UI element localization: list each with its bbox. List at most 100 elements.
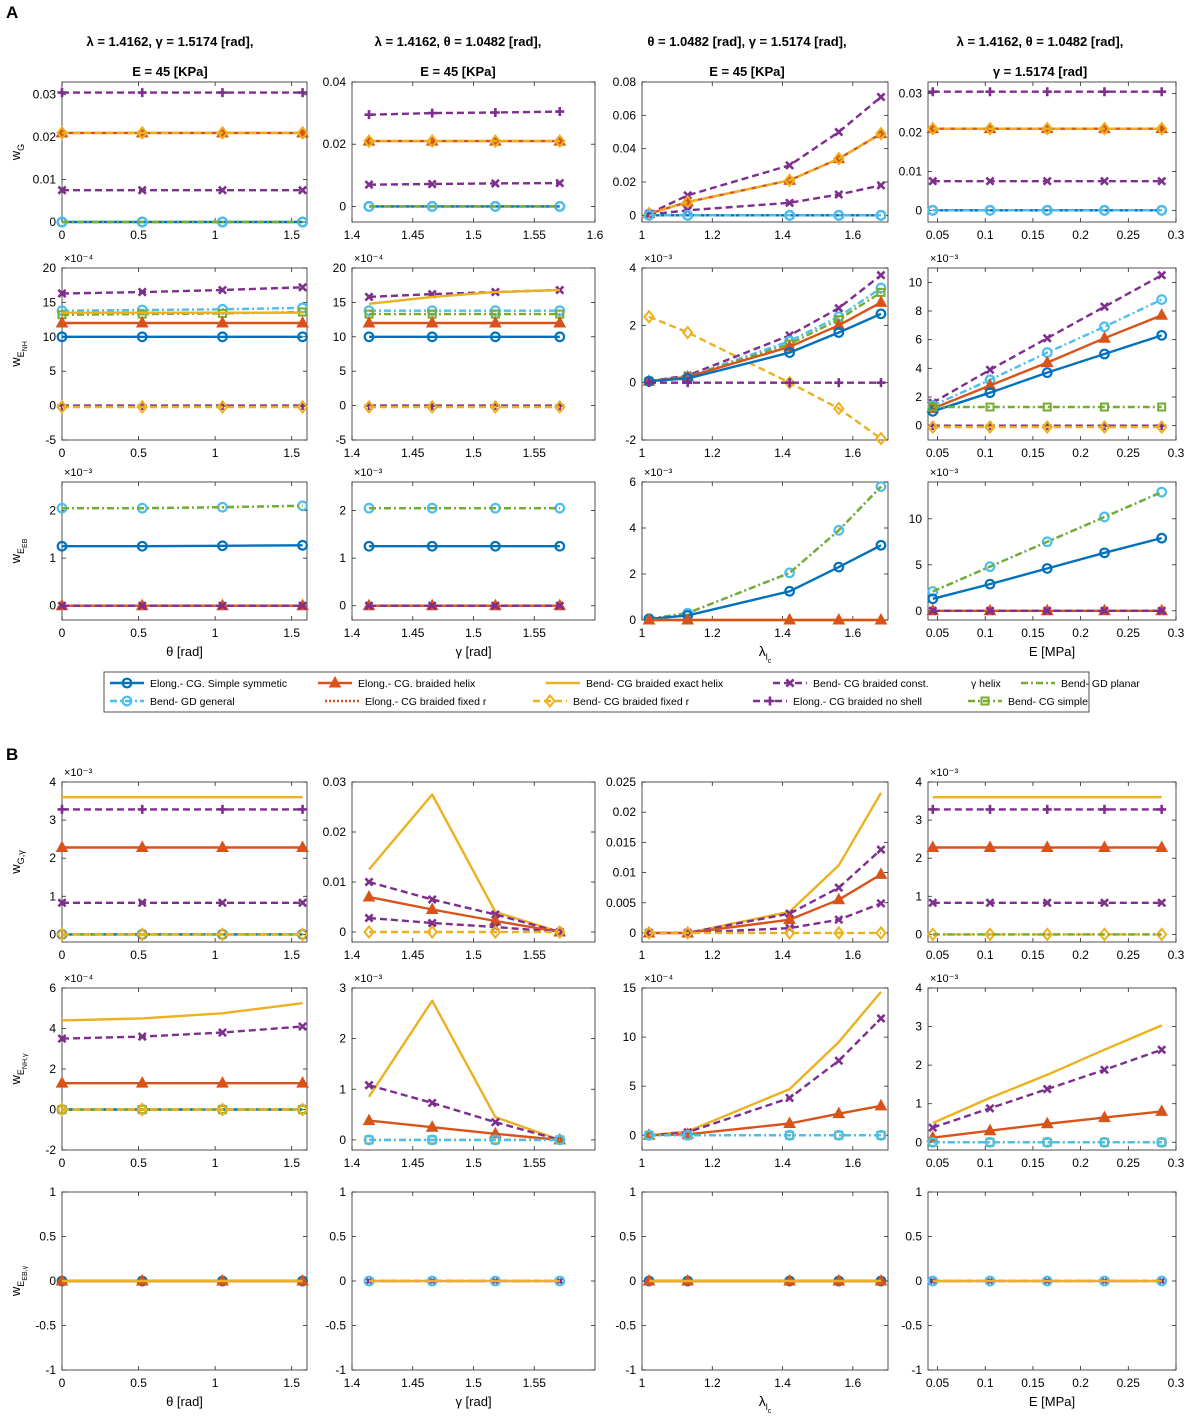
data-point <box>834 127 844 137</box>
legend-marker-sample <box>544 693 556 709</box>
y-tick-label: 3 <box>339 981 346 995</box>
data-point <box>55 1076 69 1088</box>
series-3 <box>57 185 308 195</box>
y-tick-label: -0.5 <box>325 1319 346 1333</box>
series-line <box>932 536 1162 600</box>
y-exponent-label: ×10⁻³ <box>64 467 92 479</box>
data-point <box>876 845 886 855</box>
series-0 <box>368 793 561 934</box>
data-point <box>135 1076 149 1088</box>
series-3 <box>364 178 565 190</box>
data-point <box>425 902 439 914</box>
x-tick-label: 0.1 <box>977 1156 994 1170</box>
y-tick-label: 0.02 <box>613 175 637 189</box>
x-tick-label: 0.2 <box>1072 626 1089 640</box>
data-point <box>217 601 227 611</box>
y-tick-label: 6 <box>49 981 56 995</box>
legend: Elong.- CG. Simple symmetic Elong.- CG. b… <box>103 671 1140 713</box>
data-point <box>833 561 845 573</box>
plot-frame <box>641 987 889 1151</box>
x-axis-label: λlc <box>759 1393 772 1415</box>
series-4 <box>928 402 1167 412</box>
y-tick-label: 1 <box>915 889 922 903</box>
y-tick-label: 5 <box>339 364 346 378</box>
data-point <box>783 1116 796 1128</box>
data-point <box>783 173 796 188</box>
data-point <box>832 1106 846 1119</box>
data-point <box>298 282 308 292</box>
y-tick-label: 6 <box>629 475 636 489</box>
tick-group: 0.05 0.1 0.15 0.2 0.25 0.3 0 0.01 0.02 0.03 <box>899 82 1185 242</box>
x-tick-label: 0.15 <box>1021 1376 1045 1390</box>
x-tick-label: 1.5 <box>465 228 482 242</box>
y-exponent-label: ×10⁻³ <box>644 467 672 479</box>
data-point <box>217 88 227 98</box>
x-tick-label: 0.15 <box>1021 446 1045 460</box>
series-5 <box>643 209 887 221</box>
x-tick-label: 1 <box>639 1156 646 1170</box>
x-tick-label: 0.2 <box>1072 1156 1089 1170</box>
x-tick-label: 1.45 <box>401 1376 425 1390</box>
legend-marker-sample <box>785 678 795 688</box>
x-tick-label: 0.25 <box>1117 446 1141 460</box>
data-point <box>1040 840 1054 853</box>
x-tick-label: 1.5 <box>465 1376 482 1390</box>
y-exponent-label: ×10⁻³ <box>930 767 958 779</box>
data-point <box>983 1123 997 1136</box>
x-tick-label: 0.1 <box>977 948 994 962</box>
y-tick-label: 0 <box>629 376 636 390</box>
data-point <box>926 927 939 942</box>
x-tick-label: 0.25 <box>1117 1376 1141 1390</box>
data-point <box>136 125 149 140</box>
subplot-B2: 1.4 1.45 1.5 1.55 0 0.01 0.02 0.03 <box>323 775 596 962</box>
series-2 <box>56 539 308 552</box>
legend-label: Elong.- CG braided fixed r <box>365 696 487 708</box>
x-tick-label: 0.25 <box>1117 1156 1141 1170</box>
data-point <box>56 927 68 942</box>
data-point <box>553 134 566 149</box>
subplot-B7: 1 1.2 1.4 1.6 0 5 10 15 ×10⁻⁴ <box>623 973 889 1170</box>
y-exponent-label: ×10⁻⁴ <box>644 973 673 985</box>
y-tick-label: -0.5 <box>35 1319 56 1333</box>
x-tick-label: 0.15 <box>1021 1156 1045 1170</box>
data-point <box>137 804 147 814</box>
column-header-line1: λ = 1.4162, θ = 1.0482 [rad], <box>375 34 542 49</box>
y-tick-label: 0.02 <box>323 137 347 151</box>
data-point <box>874 867 888 879</box>
series-1 <box>62 504 303 510</box>
series-line <box>648 544 882 621</box>
y-tick-label: 2 <box>339 504 346 518</box>
series-1 <box>928 804 1167 814</box>
x-tick-label: 1.45 <box>401 1156 425 1170</box>
y-tick-label: 0 <box>915 419 922 433</box>
plot-frame <box>61 481 308 621</box>
data-point <box>217 331 228 343</box>
legend-item: Bend- GD planar <box>1021 678 1140 690</box>
data-point <box>554 540 566 552</box>
series-4 <box>362 316 567 328</box>
data-point <box>489 924 502 940</box>
y-exponent-label: ×10⁻³ <box>354 467 382 479</box>
y-tick-label: 4 <box>49 1022 56 1036</box>
subplot-B6: 1.4 1.45 1.5 1.55 0 1 2 3 ×10⁻³ <box>339 973 596 1170</box>
legend-label: Bend- CG braided const. <box>813 678 929 690</box>
x-tick-label: 1.6 <box>845 1376 862 1390</box>
x-tick-label: 1.45 <box>401 228 425 242</box>
y-tick-label: 4 <box>915 361 922 375</box>
data-point <box>427 179 437 189</box>
y-tick-label: 0.08 <box>613 75 637 89</box>
data-point <box>785 160 795 170</box>
data-point <box>57 1034 67 1044</box>
data-point <box>56 540 68 552</box>
data-point <box>984 927 996 942</box>
data-point <box>57 601 67 611</box>
x-tick-label: 1.4 <box>774 446 791 460</box>
x-tick-label: 0 <box>59 228 66 242</box>
series-0 <box>61 1002 303 1022</box>
x-tick-label: 1 <box>639 1376 646 1390</box>
y-tick-label: 1 <box>339 1082 346 1096</box>
x-tick-label: 1 <box>639 626 646 640</box>
data-point <box>217 285 227 295</box>
panel-letter-a: A <box>6 3 18 22</box>
legend-item: Elong.- CG braided no shell <box>753 696 922 708</box>
